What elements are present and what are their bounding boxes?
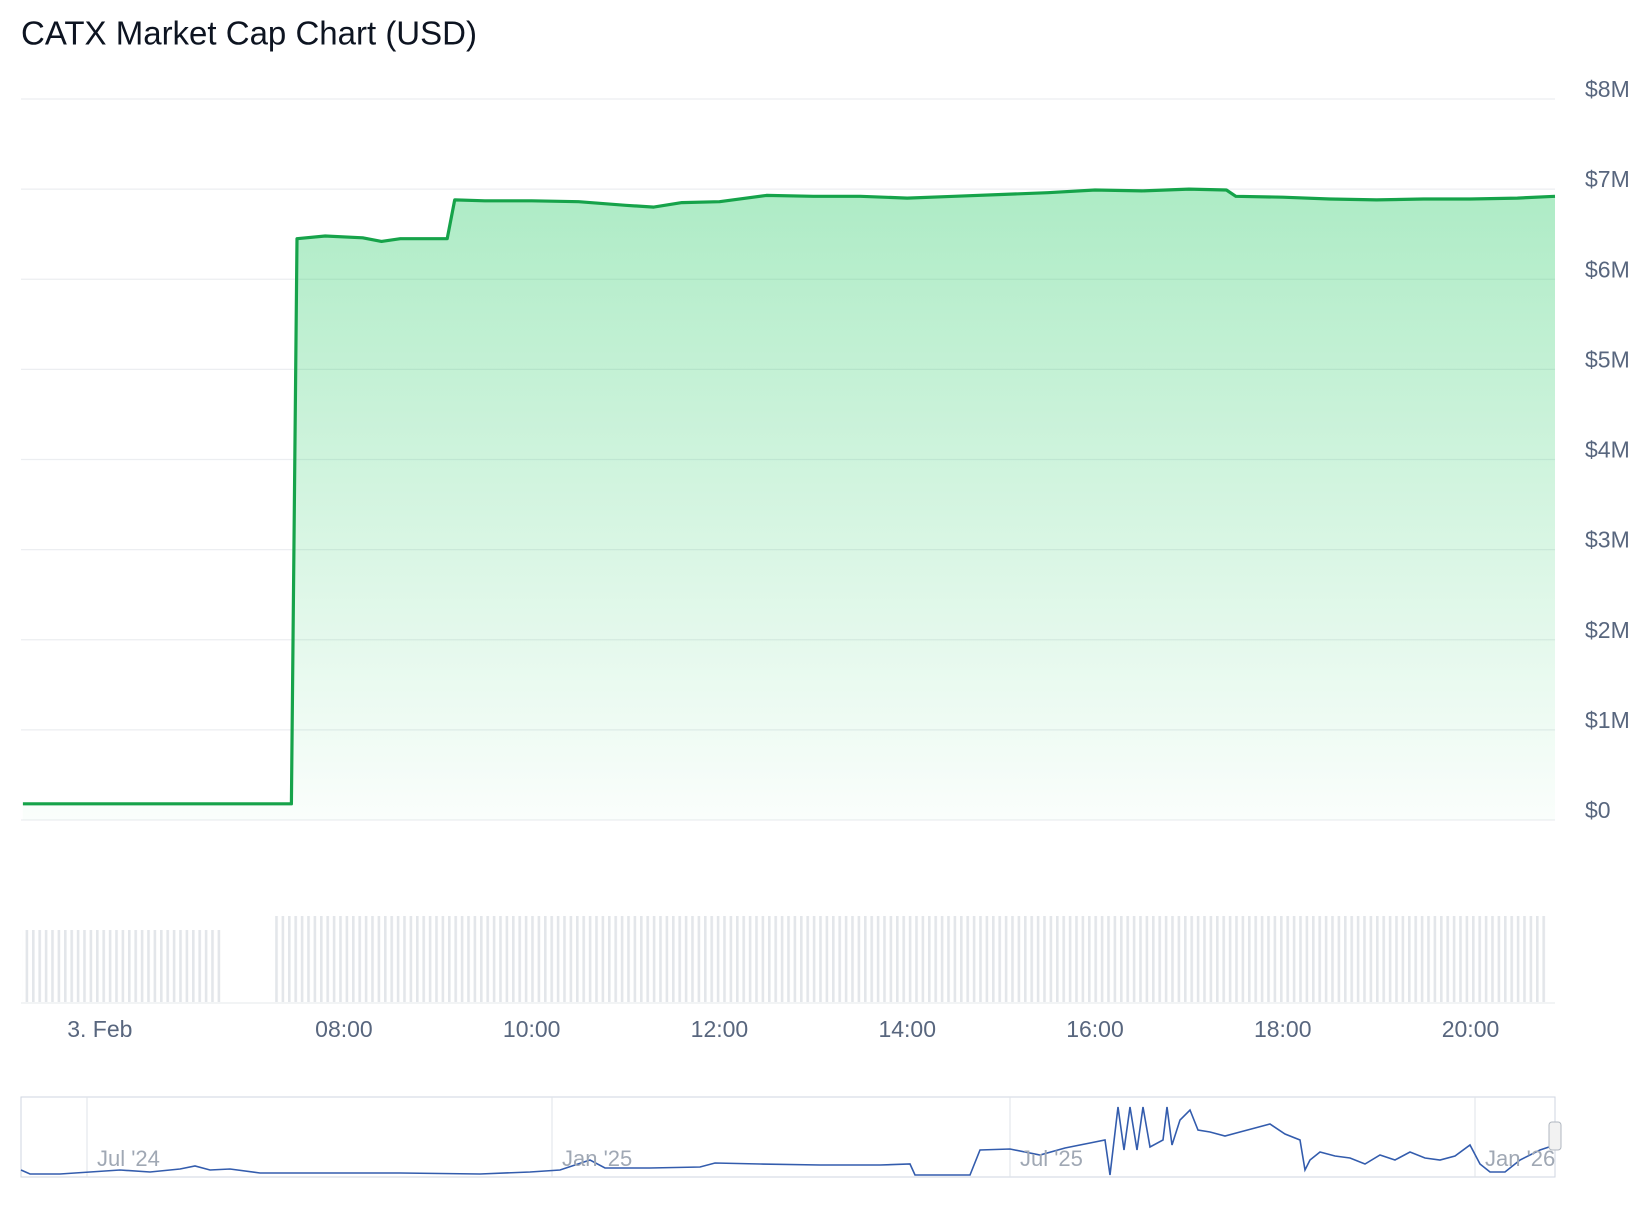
volume-bars: [273, 916, 1548, 1002]
x-tick-label: 10:00: [503, 1016, 561, 1042]
y-tick-label: $2M: [1585, 617, 1630, 643]
price-line: [22, 187, 1556, 806]
x-tick-label: 20:00: [1442, 1016, 1500, 1042]
navigator: [20, 1096, 1562, 1178]
y-tick-label: $6M: [1585, 256, 1630, 282]
x-tick-label: 08:00: [315, 1016, 373, 1042]
navigator-handle[interactable]: [1548, 1121, 1562, 1151]
navigator-line: [20, 1106, 1556, 1176]
chart-title: CATX Market Cap Chart (USD): [21, 15, 477, 52]
y-tick-label: $7M: [1585, 166, 1630, 192]
navigator-label: Jan '26: [1485, 1146, 1555, 1171]
y-tick-label: $1M: [1585, 707, 1630, 733]
y-tick-label: $3M: [1585, 527, 1630, 553]
plot: [22, 187, 1556, 821]
navigator-label: Jul '25: [1020, 1146, 1083, 1171]
x-tick-label: 12:00: [691, 1016, 749, 1042]
navigator-label: Jan '25: [562, 1146, 632, 1171]
x-tick-label: 16:00: [1066, 1016, 1124, 1042]
x-tick-label: 3. Feb: [67, 1016, 132, 1042]
x-tick-label: 14:00: [878, 1016, 936, 1042]
y-tick-label: $0: [1585, 797, 1611, 823]
navigator-label: Jul '24: [97, 1146, 160, 1171]
y-tick-label: $5M: [1585, 346, 1630, 372]
y-tick-label: $4M: [1585, 437, 1630, 463]
x-tick-label: 18:00: [1254, 1016, 1312, 1042]
y-tick-label: $8M: [1585, 76, 1630, 102]
volume-bars: [22, 930, 222, 1002]
area-fill: [22, 189, 1556, 821]
